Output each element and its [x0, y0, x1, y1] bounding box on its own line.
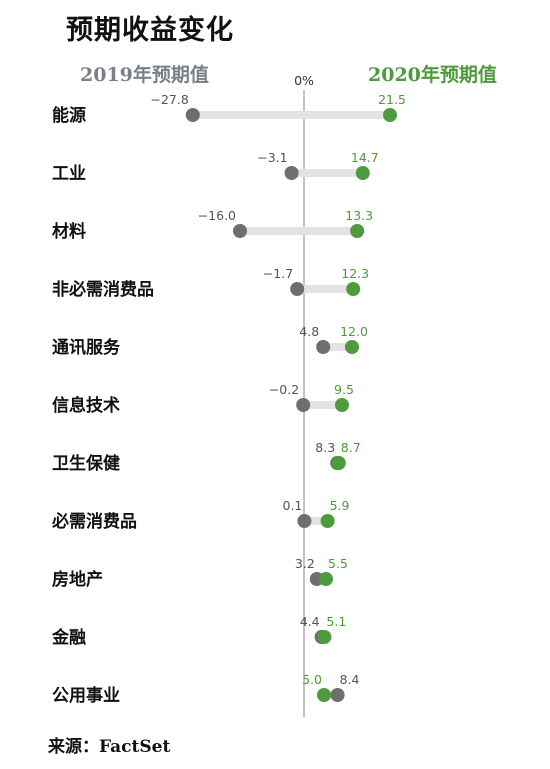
- dot-2020: [350, 224, 365, 238]
- zero-axis-label: 0%: [294, 73, 314, 88]
- category-label: 金融: [51, 627, 86, 648]
- dot-2019: [284, 166, 299, 180]
- dot-2020: [335, 398, 349, 412]
- value-label-2020: 5.9: [330, 498, 350, 513]
- value-label-2019: −16.0: [198, 208, 236, 223]
- dot-2019: [290, 282, 305, 296]
- value-label-2019: 3.2: [295, 556, 315, 571]
- value-label-2019: 0.1: [283, 498, 303, 513]
- dot-2019: [297, 514, 312, 528]
- chart-title: 预期收益变化: [66, 15, 234, 46]
- value-label-2020: 14.7: [351, 150, 379, 165]
- category-label: 工业: [52, 164, 86, 184]
- dot-2020: [331, 456, 346, 470]
- value-label-2019: 4.4: [300, 614, 320, 629]
- category-label: 信息技术: [52, 395, 120, 416]
- value-label-2019: −27.8: [150, 92, 188, 107]
- value-label-2019: −0.2: [269, 382, 299, 397]
- value-label-2020: 12.3: [341, 266, 369, 281]
- value-label-2019: −1.7: [263, 266, 293, 281]
- dot-2019: [233, 224, 247, 238]
- value-label-2020: 13.3: [345, 208, 373, 223]
- dot-2020: [355, 166, 370, 180]
- value-label-2020: 21.5: [378, 92, 406, 107]
- dot-2020: [319, 572, 333, 586]
- value-label-2020: 5.1: [326, 614, 346, 629]
- category-label: 非必需消费品: [52, 279, 154, 300]
- dot-2020: [383, 108, 397, 122]
- category-label: 房地产: [52, 569, 103, 590]
- dot-2019: [185, 108, 200, 122]
- dot-2020: [320, 514, 335, 528]
- value-label-2020: 9.5: [334, 382, 354, 397]
- category-label: 材料: [52, 221, 86, 242]
- dot-2020: [317, 688, 331, 702]
- legend-2020: 2020年预期值: [368, 64, 497, 86]
- value-label-2020: 5.5: [328, 556, 348, 571]
- value-label-2019: −3.1: [257, 150, 287, 165]
- category-label: 必需消费品: [51, 511, 137, 532]
- category-label: 公用事业: [52, 686, 120, 706]
- dot-2019: [330, 688, 345, 702]
- value-label-2019: 4.8: [299, 324, 319, 339]
- value-label-2020: 12.0: [340, 324, 368, 339]
- value-label-2020: 8.7: [341, 440, 361, 455]
- legend-2019: 2019年预期值: [80, 64, 209, 86]
- value-label-2019: 8.4: [340, 672, 360, 687]
- dot-2020: [317, 630, 332, 644]
- value-label-2019: 8.3: [315, 440, 335, 455]
- dot-2020: [345, 340, 359, 354]
- category-label: 能源: [52, 105, 86, 126]
- source-note: 来源：FactSet: [48, 737, 171, 757]
- value-label-2020: 5.0: [302, 672, 322, 687]
- dot-2020: [346, 282, 361, 296]
- category-label: 卫生保健: [52, 453, 120, 474]
- category-label: 通讯服务: [52, 337, 121, 358]
- dot-2019: [296, 398, 311, 412]
- dot-2019: [316, 340, 331, 354]
